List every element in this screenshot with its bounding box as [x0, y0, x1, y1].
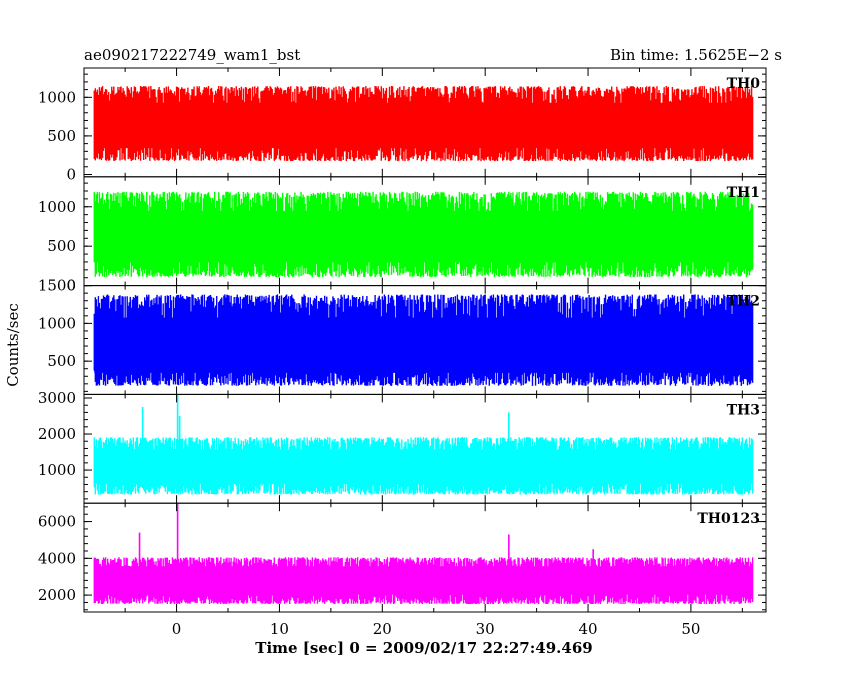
panel-th3: 1000 2000 3000 TH3: [38, 389, 767, 504]
y-axis-label: Counts/sec: [4, 303, 22, 387]
panel-label-th1: TH1: [727, 185, 760, 201]
y-tick-label: 500: [47, 127, 76, 145]
y-tick-label: 2000: [38, 586, 76, 604]
x-tick-label: 40: [578, 620, 597, 638]
panel-label-th0: TH0: [727, 76, 761, 92]
x-tick-label: 50: [681, 620, 700, 638]
observation-id-title: ae090217222749_wam1_bst: [84, 46, 300, 64]
panel-th2: 500 1000 1500 TH2: [38, 277, 767, 395]
bin-time-label: Bin time: 1.5625E−2 s: [610, 46, 782, 64]
panel-frame: [83, 502, 767, 613]
y-tick-label: 4000: [38, 549, 76, 567]
y-tick-label: 1000: [38, 88, 76, 106]
x-tick-label: 20: [373, 620, 392, 638]
y-tick-label: 0: [66, 165, 76, 183]
x-tick-label: 10: [270, 620, 289, 638]
panel-label-th0123: TH0123: [697, 511, 760, 527]
panel-label-th3: TH3: [727, 402, 760, 418]
y-tick-label: 1000: [38, 461, 76, 479]
x-tick-label: 0: [172, 620, 182, 638]
series-th0123-core: [94, 566, 753, 595]
x-axis-label: Time [sec] 0 = 2009/02/17 22:27:49.469: [255, 639, 592, 657]
series-th3-core: [94, 449, 753, 485]
y-tick-label: 1000: [38, 314, 76, 332]
y-tick-label: 6000: [38, 513, 76, 531]
y-tick-label: 3000: [38, 389, 76, 407]
y-tick-label: 2000: [38, 425, 76, 443]
panel-th1: 0 500 1000 TH1: [38, 176, 767, 295]
panel-th0123: 2000 4000 6000 TH0123: [38, 502, 767, 613]
series-th2-core: [94, 317, 753, 373]
y-tick-label: 500: [47, 352, 76, 370]
panels-group: 05001000TH005001000TH150010001500TH21000…: [38, 67, 767, 638]
y-tick-label: 0: [66, 277, 76, 295]
y-tick-label: 500: [47, 237, 76, 255]
series-th0-core: [94, 102, 753, 149]
panel-label-th2: TH2: [727, 294, 760, 310]
series-th1-core: [94, 210, 753, 263]
x-tick-label: 30: [476, 620, 495, 638]
y-tick-label: 1000: [38, 198, 76, 216]
y-tick-label: 1500: [38, 277, 76, 295]
panel-th0: 0 500 1000 TH0: [38, 67, 767, 183]
